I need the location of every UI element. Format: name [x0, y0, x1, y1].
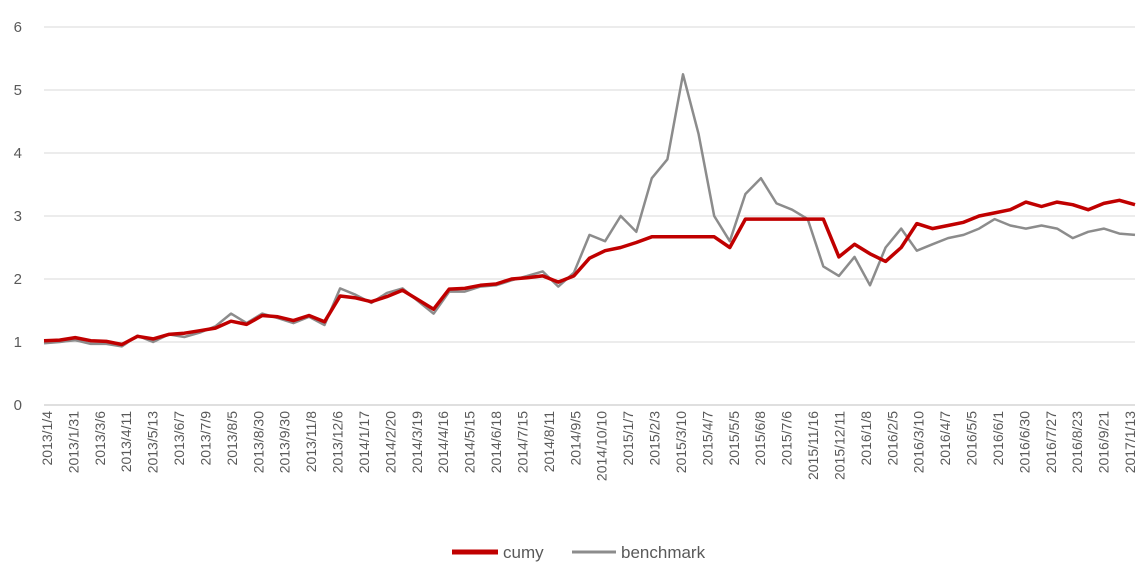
x-tick-label: 2016/8/23	[1069, 411, 1085, 473]
x-tick-label: 2014/5/15	[462, 411, 478, 473]
x-tick-label: 2015/7/6	[779, 411, 795, 466]
legend-label-cumy: cumy	[503, 543, 544, 562]
x-axis-ticks: 2013/1/4 2013/1/31 2013/3/6 2013/4/11 2013/5…	[39, 411, 1138, 481]
x-tick-label: 2013/4/11	[118, 411, 134, 472]
x-tick-label: 2014/6/18	[488, 411, 504, 473]
y-tick-label: 0	[14, 397, 22, 414]
legend-label-benchmark: benchmark	[621, 543, 706, 562]
y-tick-label: 6	[14, 19, 22, 36]
x-tick-label: 2014/2/20	[382, 411, 398, 473]
x-tick-label: 2016/6/30	[1016, 411, 1032, 473]
x-tick-label: 2016/2/5	[884, 411, 900, 466]
x-tick-label: 2016/6/1	[990, 411, 1006, 466]
y-tick-label: 2	[14, 271, 22, 288]
series-lines	[43, 73, 1136, 348]
legend: cumy benchmark	[452, 543, 706, 562]
x-tick-label: 2016/1/8	[858, 411, 874, 466]
x-tick-label: 2015/12/11	[831, 411, 847, 480]
x-tick-label: 2013/6/7	[171, 411, 187, 466]
x-tick-label: 2015/1/7	[620, 411, 636, 466]
gridlines	[44, 26, 1135, 343]
x-tick-label: 2014/7/15	[514, 411, 530, 473]
x-tick-label: 2014/3/19	[409, 411, 425, 473]
x-tick-label: 2013/7/9	[197, 411, 213, 466]
x-tick-label: 2014/4/16	[435, 411, 451, 473]
x-tick-label: 2013/1/31	[65, 411, 81, 473]
x-tick-label: 2013/5/13	[145, 411, 161, 473]
x-tick-label: 2013/3/6	[92, 411, 108, 466]
x-tick-label: 2013/9/30	[277, 411, 293, 473]
x-tick-label: 2013/8/30	[250, 411, 266, 473]
y-tick-label: 1	[14, 334, 22, 351]
legend-item-cumy: cumy	[452, 543, 544, 562]
x-tick-label: 2015/5/5	[726, 411, 742, 466]
x-tick-label: 2016/9/21	[1096, 411, 1112, 473]
series-line-benchmark	[43, 73, 1136, 348]
x-tick-label: 2015/11/16	[805, 411, 821, 480]
legend-item-benchmark: benchmark	[572, 543, 706, 562]
y-tick-label: 4	[14, 145, 22, 162]
x-tick-label: 2016/7/27	[1043, 411, 1059, 473]
x-tick-label: 2014/8/11	[541, 411, 557, 472]
x-tick-label: 2015/4/7	[699, 411, 715, 466]
x-tick-label: 2013/11/8	[303, 411, 319, 472]
x-tick-label: 2013/1/4	[39, 411, 55, 466]
x-tick-label: 2014/9/5	[567, 411, 583, 466]
x-tick-label: 2016/4/7	[937, 411, 953, 466]
x-tick-label: 2013/12/6	[330, 411, 346, 473]
x-tick-label: 2017/1/13	[1122, 411, 1138, 473]
y-tick-label: 3	[14, 208, 22, 225]
x-tick-label: 2015/6/8	[752, 411, 768, 466]
y-tick-label: 5	[14, 82, 22, 99]
x-tick-label: 2015/3/10	[673, 411, 689, 473]
x-tick-label: 2016/5/5	[964, 411, 980, 466]
x-tick-label: 2014/10/10	[594, 411, 610, 481]
x-tick-label: 2015/2/3	[647, 411, 663, 466]
series-line-cumy	[43, 198, 1136, 347]
y-axis-ticks: 0 1 2 3 4 5 6	[14, 19, 22, 414]
x-tick-label: 2016/3/10	[911, 411, 927, 473]
x-tick-label: 2013/8/5	[224, 411, 240, 466]
x-tick-label: 2014/1/17	[356, 411, 372, 473]
